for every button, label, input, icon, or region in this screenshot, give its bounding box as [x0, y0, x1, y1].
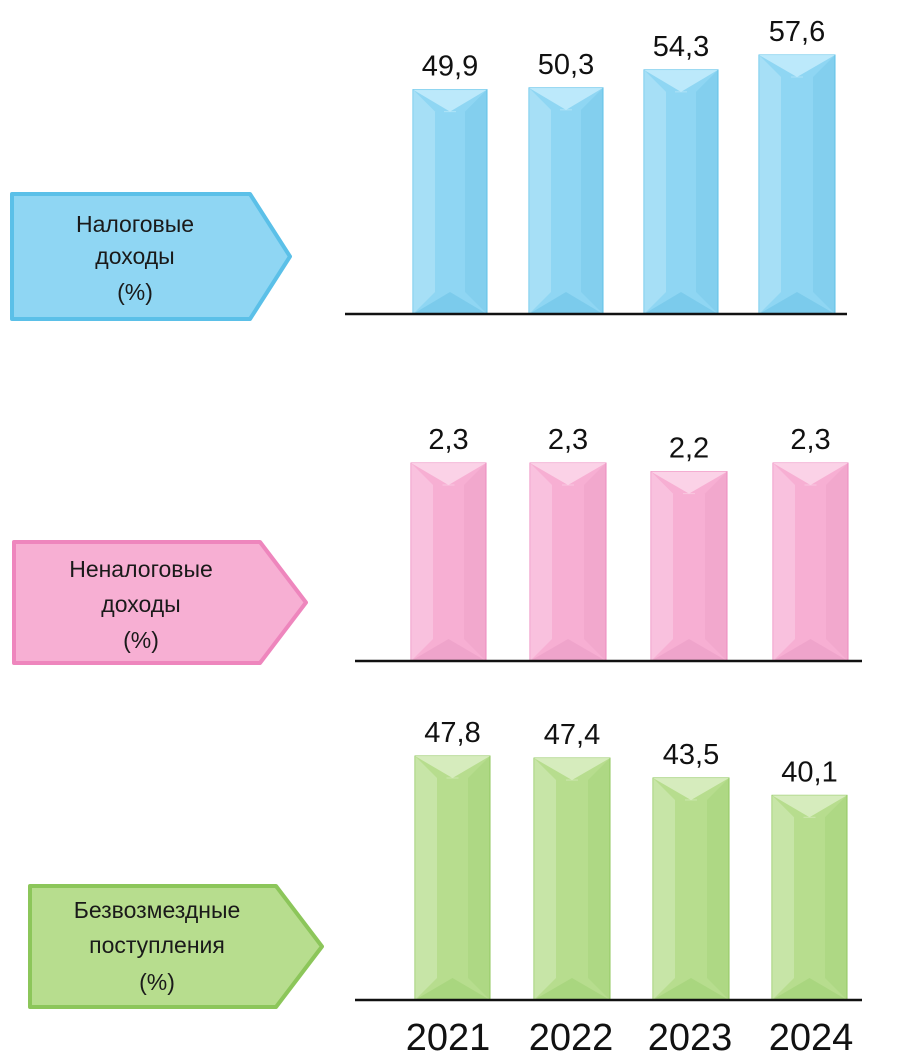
- bar-value-label: 40,1: [781, 756, 837, 788]
- bar-value-label: 47,4: [544, 719, 600, 751]
- bar: [529, 462, 607, 662]
- series-label-line: доходы: [95, 243, 174, 269]
- series-label-line: (%): [123, 627, 159, 653]
- bar-value-label: 47,8: [424, 717, 480, 749]
- x-tick-label: 2023: [648, 1017, 733, 1059]
- bar: [533, 757, 611, 1001]
- series-label-line: Неналоговые: [69, 556, 213, 582]
- series-label-arrow: [10, 192, 292, 321]
- bar-value-label: 54,3: [653, 31, 709, 63]
- bar: [643, 69, 719, 315]
- bar: [412, 89, 488, 315]
- bar: [650, 471, 728, 662]
- bar-value-label: 43,5: [663, 739, 719, 771]
- series-label-arrow: [12, 540, 308, 665]
- bar: [771, 794, 848, 1001]
- series-label-line: (%): [139, 969, 175, 995]
- series-label-line: Безвозмездные: [74, 897, 241, 923]
- bar: [410, 462, 487, 662]
- bar-value-label: 2,3: [428, 424, 468, 456]
- x-tick-label: 2021: [406, 1017, 491, 1059]
- bar-value-label: 57,6: [769, 16, 825, 48]
- bar-value-label: 2,2: [669, 433, 709, 465]
- bar: [528, 87, 604, 315]
- bar: [758, 54, 836, 315]
- series-label-line: (%): [117, 279, 153, 305]
- series-label-line: доходы: [101, 591, 180, 617]
- bar-value-label: 49,9: [422, 51, 478, 83]
- bar: [772, 462, 849, 662]
- series-label-line: поступления: [89, 932, 225, 958]
- x-tick-label: 2024: [769, 1017, 854, 1059]
- bar-value-label: 2,3: [548, 424, 588, 456]
- bar: [652, 777, 730, 1001]
- series-label-arrow: [28, 884, 324, 1009]
- series-label-line: Налоговые: [76, 211, 194, 237]
- x-tick-label: 2022: [529, 1017, 614, 1059]
- chart-panel: Неналоговые доходы (%) 2,3 2,3 2,2 2,3: [12, 424, 862, 665]
- bar: [414, 755, 491, 1001]
- bar-value-label: 2,3: [790, 424, 830, 456]
- bar-value-label: 50,3: [538, 49, 594, 81]
- chart-panel: Налоговые доходы (%) 49,9 50,3 54,3 57,6: [10, 16, 847, 321]
- chart-panel: Безвозмездные поступления (%) 47,8 47,4 43,5 4…: [28, 717, 862, 1009]
